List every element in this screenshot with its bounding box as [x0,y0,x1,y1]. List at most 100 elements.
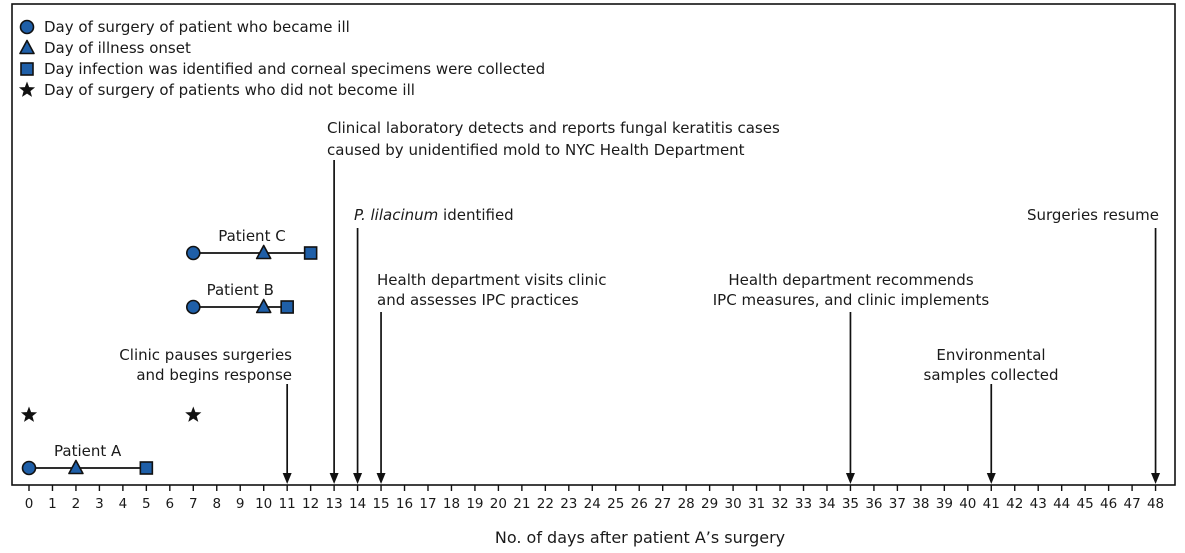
patient-identified-marker [139,461,154,475]
x-tick-label: 40 [959,496,976,512]
event-arrow-head [329,473,339,484]
x-tick-label: 4 [119,496,128,512]
x-tick-label: 15 [372,496,389,512]
x-tick-label: 18 [443,496,460,512]
x-tick-label: 9 [236,496,245,512]
patient-surgery-marker [185,245,201,261]
event-label: Surgeries resume [1027,206,1159,224]
x-axis: 0 1 2 3 4 5 6 7 8 9 10 11 12 13 14 15 16 17 18 19 20 21 22 23 24… [25,485,1164,512]
x-tick-label: 36 [865,496,882,512]
patient-label: Patient C [218,227,285,245]
patient-identified-marker [303,246,318,260]
patient-label: Patient A [54,442,122,460]
x-tick-label: 22 [537,496,554,512]
x-tick-label: 21 [513,496,530,512]
x-tick-label: 14 [349,496,366,512]
x-tick-label: 46 [1100,496,1117,512]
x-tick-label: 19 [466,496,483,512]
x-tick-label: 39 [936,496,953,512]
x-tick-label: 6 [166,496,175,512]
event-annotations: Clinic pauses surgeries and begins respon… [119,119,1161,484]
event-label: Health department recommends [728,271,974,289]
legend-entry: Day of surgery of patients who did not b… [44,81,415,99]
event-label: and begins response [136,366,292,384]
event-label: Health department visits clinic [377,271,607,289]
x-tick-label: 37 [889,496,906,512]
event-label: and assesses IPC practices [377,291,579,309]
event-arrow-head [353,473,363,484]
event-label: samples collected [924,366,1059,384]
x-tick-label: 1 [48,496,57,512]
legend-entry: Day of illness onset [44,39,191,57]
x-tick-label: 23 [560,496,577,512]
plot-frame [11,3,1176,486]
patient-surgery-marker [21,460,37,476]
x-tick-label: 28 [678,496,695,512]
x-tick-label: 25 [607,496,624,512]
star-icon [20,406,38,422]
x-tick-label: 11 [279,496,296,512]
x-tick-label: 31 [748,496,765,512]
legend-triangle-icon [19,39,35,55]
x-tick-label: 10 [255,496,272,512]
event-label: P. lilacinum identified [354,206,514,224]
legend-entry: Day of surgery of patient who became ill [44,18,350,36]
legend-entry: Day infection was identified and corneal… [44,60,545,78]
x-tick-label: 20 [490,496,507,512]
x-tick-label: 3 [95,496,104,512]
x-tick-label: 38 [912,496,929,512]
patient-onset-marker [68,459,84,475]
event-arrow-head [1151,473,1161,484]
x-tick-label: 16 [396,496,413,512]
x-tick-label: 0 [25,496,34,512]
x-tick-label: 47 [1123,496,1140,512]
patient-onset-marker [255,244,272,260]
x-tick-label: 34 [818,496,835,512]
event-label: IPC measures, and clinic implements [713,291,990,309]
patient-label: Patient B [207,281,274,299]
x-tick-label: 13 [326,496,343,512]
event-arrow-head [845,473,855,484]
x-tick-label: 27 [654,496,671,512]
x-tick-label: 7 [189,496,198,512]
x-tick-label: 8 [212,496,221,512]
event-arrow-head [282,473,292,484]
x-tick-label: 2 [72,496,81,512]
event-arrow-head [986,473,996,484]
x-tick-label: 17 [419,496,436,512]
x-tick-label: 42 [1006,496,1023,512]
event-label: Environmental [936,346,1045,364]
non-ill-surgeries [20,406,202,422]
x-tick-label: 43 [1030,496,1047,512]
x-tick-label: 45 [1077,496,1094,512]
x-tick-label: 35 [842,496,859,512]
x-tick-label: 48 [1147,496,1164,512]
event-label: Clinical laboratory detects and reports … [327,119,780,137]
patient-timelines: Patient C Patient B Patient A [21,227,318,476]
patient-surgery-marker [185,299,201,315]
x-tick-label: 30 [725,496,742,512]
legend-square-icon [20,62,34,76]
event-label-italic: P. lilacinum [354,206,438,224]
event-label: Clinic pauses surgeries [119,346,292,364]
x-tick-label: 29 [701,496,718,512]
x-tick-label: 32 [771,496,788,512]
legend: Day of surgery of patient who became ill… [18,18,545,99]
event-label: caused by unidentified mold to NYC Healt… [327,141,745,159]
legend-star-icon [18,81,36,97]
patient-onset-marker [255,298,272,314]
x-tick-label: 26 [631,496,648,512]
x-tick-label: 5 [142,496,151,512]
x-axis-label: No. of days after patient A’s surgery [495,528,785,547]
event-label-rest: identified [438,206,513,224]
x-tick-label: 41 [983,496,1000,512]
legend-circle-icon [19,19,35,35]
x-tick-label: 24 [584,496,601,512]
x-tick-label: 33 [795,496,812,512]
patient-identified-marker [280,300,294,314]
x-tick-label: 44 [1053,496,1070,512]
event-arrow-head [376,473,386,484]
x-tick-label: 12 [302,496,319,512]
star-icon [185,406,202,422]
